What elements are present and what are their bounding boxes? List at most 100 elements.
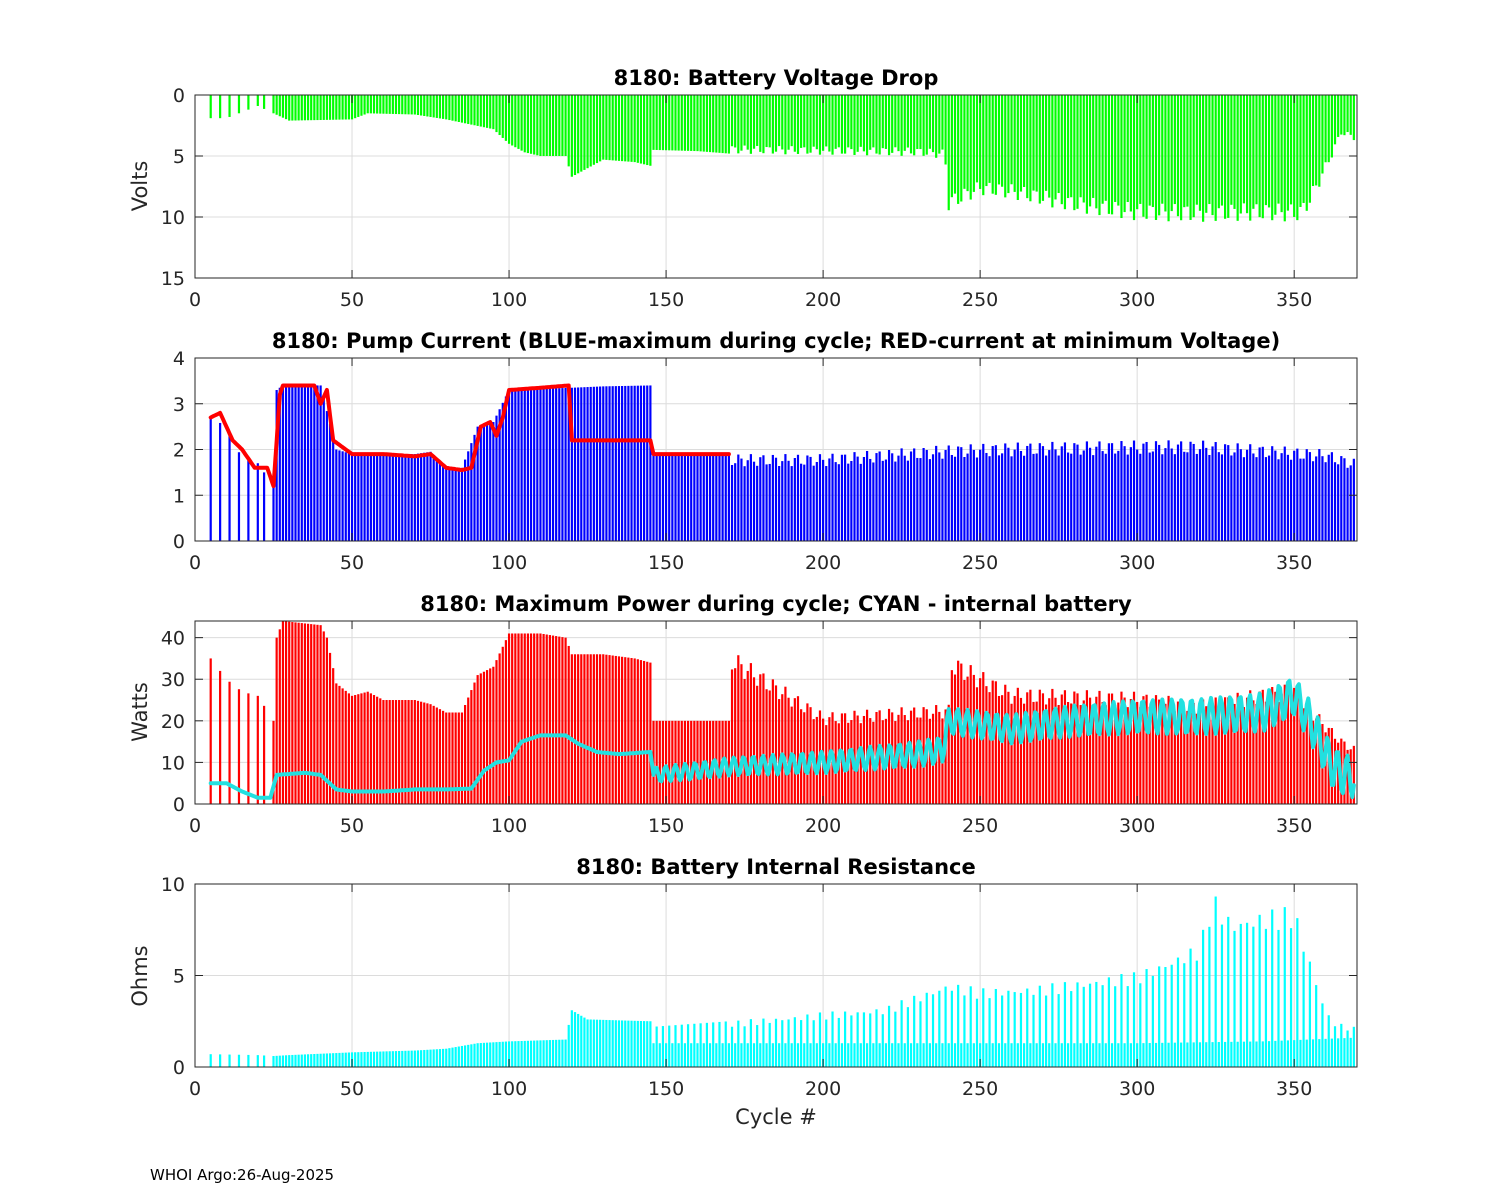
bar bbox=[1214, 442, 1217, 541]
bar bbox=[300, 1054, 303, 1067]
bar bbox=[401, 454, 404, 541]
bar bbox=[985, 1043, 988, 1067]
bar bbox=[586, 654, 589, 804]
bar bbox=[690, 454, 693, 541]
bar bbox=[583, 1017, 586, 1067]
bar bbox=[859, 463, 862, 541]
bar bbox=[957, 446, 960, 541]
bar bbox=[1233, 95, 1236, 209]
bar bbox=[504, 95, 508, 141]
bar bbox=[539, 95, 542, 156]
bar bbox=[432, 95, 435, 118]
x-tick-label: 0 bbox=[189, 552, 201, 574]
bar bbox=[708, 95, 712, 153]
bar bbox=[602, 386, 605, 541]
bar bbox=[947, 704, 950, 804]
bar bbox=[1038, 95, 1041, 204]
bar bbox=[674, 720, 677, 804]
bar bbox=[1311, 95, 1315, 187]
bar bbox=[589, 386, 592, 541]
bar bbox=[950, 670, 953, 804]
bar bbox=[796, 454, 800, 541]
bar bbox=[756, 685, 759, 804]
bar bbox=[869, 95, 872, 150]
bar bbox=[743, 95, 746, 146]
bar bbox=[391, 700, 394, 804]
bar bbox=[1029, 1043, 1032, 1067]
bar bbox=[325, 1053, 328, 1067]
bar bbox=[376, 95, 379, 114]
bar bbox=[1041, 95, 1045, 201]
bar bbox=[988, 692, 991, 804]
bar bbox=[1079, 705, 1082, 804]
bar bbox=[328, 95, 332, 120]
bar bbox=[284, 621, 288, 804]
bar bbox=[1195, 960, 1198, 1067]
bar bbox=[690, 95, 693, 151]
bar bbox=[602, 95, 605, 160]
bar bbox=[448, 467, 451, 541]
bar bbox=[275, 637, 278, 804]
bar bbox=[903, 1043, 906, 1067]
bar bbox=[784, 454, 787, 541]
bar bbox=[746, 1043, 749, 1067]
x-tick-label: 250 bbox=[962, 289, 998, 311]
bar bbox=[950, 990, 953, 1067]
bar bbox=[627, 657, 630, 804]
bar bbox=[803, 1043, 806, 1067]
bar bbox=[470, 1044, 473, 1067]
bar bbox=[1142, 1043, 1145, 1067]
bar bbox=[1044, 995, 1048, 1067]
bar bbox=[561, 1039, 564, 1067]
bar bbox=[1110, 693, 1114, 804]
y-tick-label: 0 bbox=[173, 794, 185, 816]
bar bbox=[567, 1024, 570, 1067]
bar bbox=[485, 1042, 489, 1067]
bar bbox=[1038, 689, 1041, 804]
bar bbox=[1261, 689, 1264, 804]
bar bbox=[1283, 95, 1286, 222]
bar bbox=[768, 463, 771, 541]
bar bbox=[1048, 450, 1051, 541]
chart-title: 8180: Battery Internal Resistance bbox=[576, 855, 976, 879]
bar bbox=[1035, 453, 1038, 541]
bar bbox=[1195, 453, 1198, 541]
bar bbox=[712, 1022, 715, 1067]
bar bbox=[818, 454, 822, 541]
bar bbox=[1245, 449, 1249, 541]
bar bbox=[467, 1044, 470, 1067]
bar bbox=[963, 995, 966, 1067]
bar bbox=[1192, 443, 1195, 541]
bar bbox=[1104, 705, 1107, 804]
bar bbox=[1192, 95, 1195, 218]
bar bbox=[884, 459, 888, 541]
bar bbox=[372, 95, 376, 114]
bar bbox=[278, 95, 281, 117]
bar bbox=[680, 1024, 683, 1067]
bar bbox=[561, 637, 564, 804]
bar bbox=[991, 680, 994, 804]
bar bbox=[1239, 449, 1242, 541]
bar bbox=[288, 621, 291, 804]
bar bbox=[957, 984, 960, 1067]
bar bbox=[457, 712, 460, 804]
bar bbox=[539, 1040, 542, 1067]
bar bbox=[1283, 684, 1286, 804]
bar bbox=[306, 623, 310, 804]
bar bbox=[548, 95, 551, 156]
bar bbox=[831, 1011, 834, 1067]
bar bbox=[1274, 450, 1277, 541]
bar bbox=[1032, 994, 1035, 1067]
bar bbox=[504, 1041, 508, 1067]
bar bbox=[621, 95, 624, 162]
bar bbox=[1051, 688, 1054, 804]
bar bbox=[1202, 699, 1205, 804]
bar bbox=[1038, 443, 1041, 541]
bar bbox=[1092, 1043, 1095, 1067]
bar bbox=[1088, 95, 1092, 207]
bar bbox=[1114, 453, 1117, 541]
bar bbox=[1296, 95, 1299, 221]
bar bbox=[347, 95, 350, 120]
bar bbox=[1019, 992, 1023, 1067]
bar bbox=[1004, 443, 1007, 541]
